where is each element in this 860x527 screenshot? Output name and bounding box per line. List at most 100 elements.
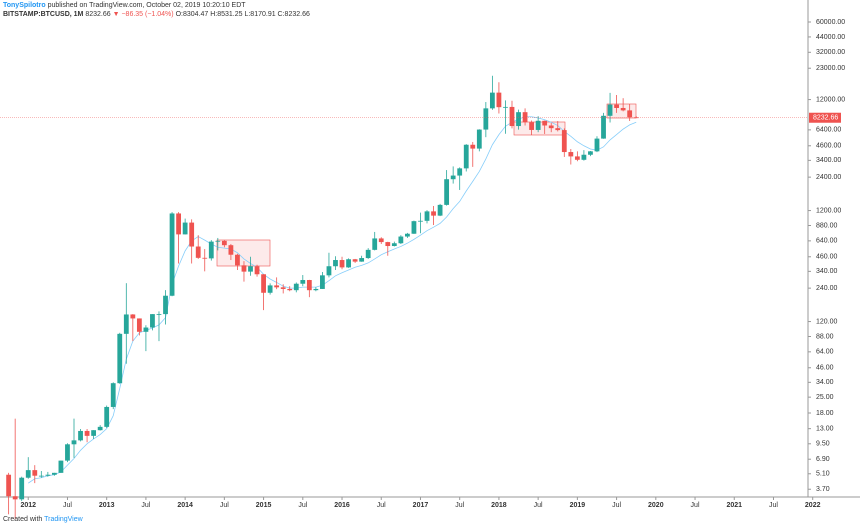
candle-body [130,314,136,319]
candle-body [228,245,234,255]
published: published on TradingView.com, October 02… [46,2,247,9]
y-tick-label: 460.00 [816,254,838,261]
candle-body [163,295,168,315]
footer-brand[interactable]: TradingView [44,516,83,523]
footer-prefix: Created with [3,516,42,523]
candle-body [561,130,567,153]
candle-body [522,112,528,123]
candle-body [555,128,561,131]
candle-body [607,104,613,116]
candle-body [306,280,312,291]
x-tick-label: Jul [377,502,386,509]
candle-body [594,138,600,152]
moving-average [28,116,637,484]
candle-body [404,233,410,237]
candle-body [411,221,417,234]
x-tick-label: Jul [220,502,229,509]
y-tick-label: 4600.00 [816,143,841,150]
x-tick-label: Jul [455,502,464,509]
candle-body [378,238,384,243]
candle-body [620,107,626,111]
y-tick-label: 6400.00 [816,127,841,134]
candle-body [58,460,64,473]
candle-body [202,257,208,259]
y-tick-label: 60000.00 [816,19,845,26]
candle-body [437,204,443,216]
candle-body [150,314,155,328]
y-tick-label: 3400.00 [816,157,841,164]
y-tick-label: 13.00 [816,426,834,433]
candle-body [535,120,541,130]
candle-body [143,327,149,332]
candle-body [450,175,456,180]
candle-body [509,106,515,127]
candle-body [548,125,554,129]
plot: 60000.00 44000.00 32000.00 23000.00 12000.00… [0,19,845,519]
x-tick-label: Jul [691,502,700,509]
candle-body [496,92,502,108]
last-price-box [809,112,841,123]
candle-body [320,275,325,289]
candle-body [25,470,31,478]
candle-body [627,110,633,118]
candle-body [418,220,423,222]
candle-body [45,474,51,476]
candle-body [339,260,345,268]
x-tick-label: 2019 [570,502,586,509]
x-tick-label: Jul [534,502,543,509]
candle-body [136,318,142,332]
candle-body [208,241,214,259]
candle-body [110,383,116,407]
candle-body [385,242,391,247]
x-tick-label: 2016 [334,502,350,509]
y-tick-label: 12000.00 [816,96,845,103]
y-tick-label: 340.00 [816,268,838,275]
candle-body [32,470,38,476]
candle-body [444,179,450,205]
x-tick-label: 2015 [256,502,272,509]
candle-body [516,112,521,127]
candle-body [287,288,293,291]
x-tick-label: 2020 [648,502,664,509]
x-tick-label: 2022 [805,502,821,509]
y-tick-label: 25.00 [816,394,834,401]
candle-body [274,285,280,288]
y-tick-label: 1200.00 [816,207,841,214]
candle-body [470,144,476,149]
candle-body [313,288,319,291]
candle-body [359,258,365,262]
candle-body [71,440,77,445]
x-tick-label: 2017 [413,502,429,509]
x-tick-label: 2014 [177,502,193,509]
candle-body [581,154,587,160]
candle-body [601,115,606,139]
candle-body [267,285,273,293]
candle-body [176,213,181,235]
candle-body [248,266,253,272]
candle-body [476,129,482,149]
y-tick-label: 64.00 [816,349,834,356]
y-tick-label: 46.00 [816,365,834,372]
last-price-label: 8232.66 [813,115,838,122]
x-tick-label: Jul [141,502,150,509]
header-line-1: TonySpilotro published on TradingView.co… [3,2,246,9]
candle-body [215,240,221,242]
y-tick-label: 34.00 [816,379,834,386]
x-tick-label: 2021 [726,502,742,509]
y-tick-label: 18.00 [816,410,834,417]
author[interactable]: TonySpilotro [3,2,46,9]
candle-body [300,280,306,284]
y-tick-label: 44000.00 [816,34,845,41]
y-tick-label: 32000.00 [816,49,845,56]
candle-body [169,213,175,296]
candle-body [189,222,195,247]
x-tick-label: Jul [63,502,72,509]
candle-body [463,144,469,169]
candle-body [542,120,548,126]
candle-body [97,426,103,431]
candle-body [489,92,495,109]
symbol: BITSTAMP:BTCUSD, 1M [3,11,84,18]
candle-body [346,259,351,268]
candle-body [91,430,97,436]
